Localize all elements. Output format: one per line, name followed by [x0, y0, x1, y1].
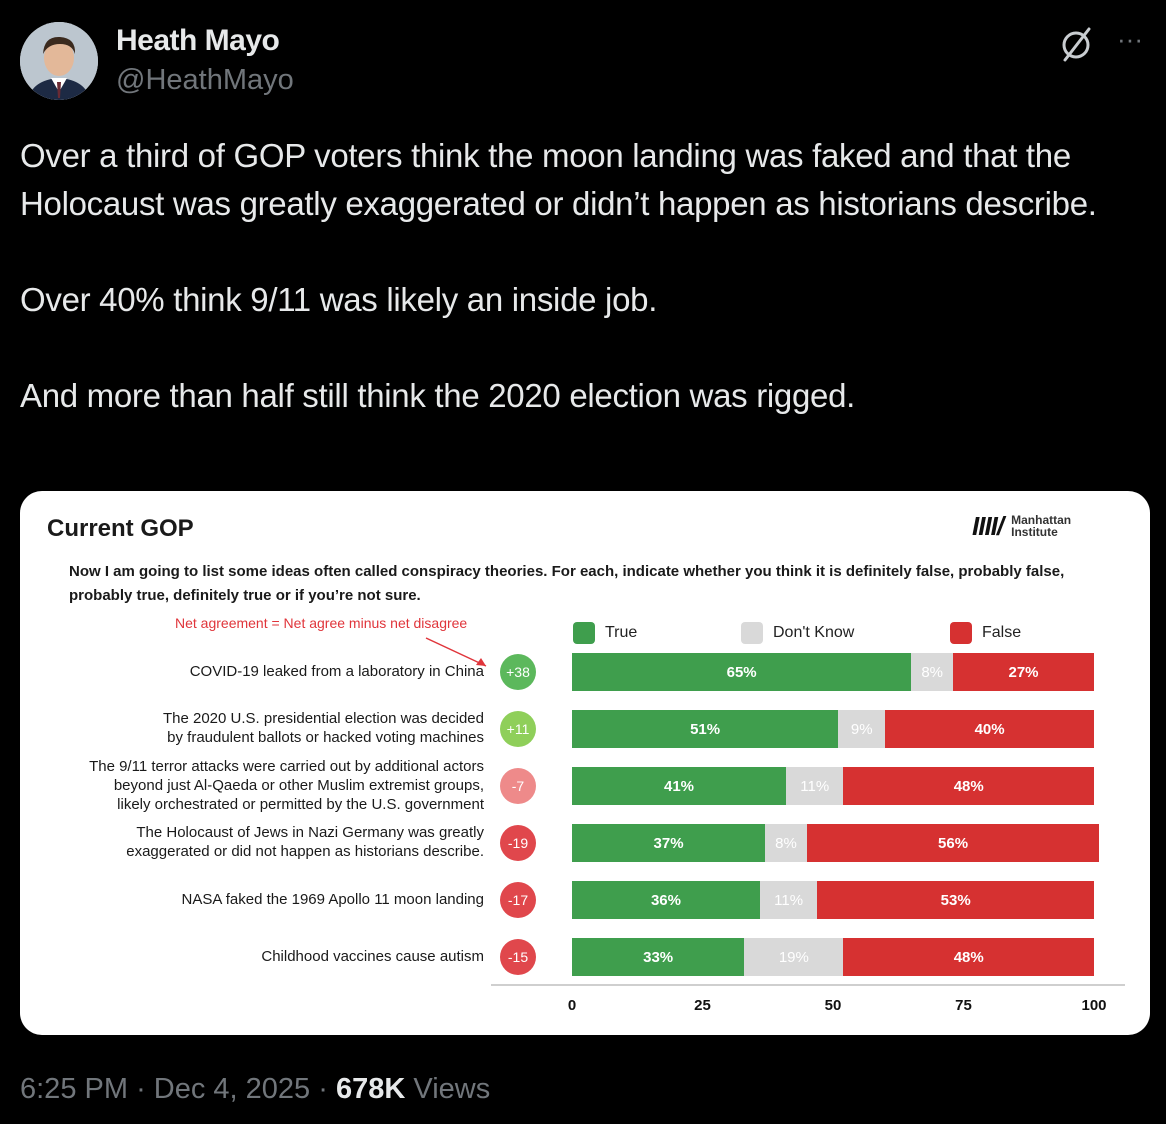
legend-dont-know: Don't Know	[741, 622, 854, 644]
grok-icon[interactable]	[1056, 24, 1096, 64]
row-label-line: likely orchestrated or permitted by the …	[117, 795, 484, 813]
bar-true: 36%	[572, 881, 760, 919]
chart-title: Current GOP	[47, 515, 194, 542]
row-label-line: beyond just Al-Qaeda or other Muslim ext…	[113, 776, 484, 794]
author-name[interactable]: Heath Mayo	[116, 24, 280, 57]
bar-don-t-know: 19%	[744, 938, 844, 976]
bar-don-t-know: 8%	[911, 653, 954, 691]
tweet-meta: 6:25 PM · Dec 4, 2025 · 678K Views	[20, 1073, 490, 1106]
bar-false: 40%	[885, 710, 1094, 748]
row-label-line: Childhood vaccines cause autism	[261, 947, 484, 965]
tweet-paragraph: Over a third of GOP voters think the moo…	[20, 137, 1097, 222]
separator: ·	[136, 1073, 146, 1105]
note-arrow-icon	[425, 637, 487, 667]
x-axis-line	[491, 984, 1125, 986]
row-label-line: by fraudulent ballots or hacked voting m…	[167, 729, 484, 746]
views-label[interactable]: Views	[413, 1073, 491, 1105]
row-label: The Holocaust of Jews in Nazi Germany wa…	[126, 823, 484, 861]
legend-false: False	[950, 622, 1021, 644]
bar-don-t-know: 11%	[759, 881, 818, 919]
bar-don-t-know: 8%	[765, 824, 807, 862]
legend-true: True	[573, 622, 637, 644]
tweet-paragraph: And more than half still think the 2020 …	[20, 377, 856, 414]
net-agreement-note: Net agreement = Net agree minus net disa…	[175, 615, 468, 631]
avatar[interactable]	[20, 22, 98, 100]
mi-logo-icon: IIII/	[972, 510, 1004, 541]
row-label-line: exaggerated or did not happen as histori…	[126, 843, 484, 860]
row-label: The 9/11 terror attacks were carried out…	[89, 757, 484, 814]
row-label: Childhood vaccines cause autism	[261, 947, 484, 966]
x-tick-label: 25	[694, 997, 711, 1014]
bar-false: 53%	[817, 881, 1094, 919]
net-agreement-badge: -15	[500, 939, 536, 975]
row-label-line: NASA faked the 1969 Apollo 11 moon landi…	[181, 890, 484, 908]
net-agreement-badge: -17	[500, 882, 536, 918]
row-label: COVID-19 leaked from a laboratory in Chi…	[190, 662, 484, 681]
views-count[interactable]: 678K	[335, 1073, 406, 1105]
row-label-line: COVID-19 leaked from a laboratory in Chi…	[189, 662, 484, 680]
bar-true: 37%	[572, 824, 766, 862]
bar-false: 48%	[843, 767, 1094, 805]
bar-don-t-know: 11%	[786, 767, 844, 805]
bar-don-t-know: 9%	[838, 710, 886, 748]
bar-true: 41%	[572, 767, 787, 805]
x-tick-label: 100	[1081, 997, 1107, 1014]
row-label-line: The Holocaust of Jews in Nazi Germany wa…	[136, 824, 484, 841]
legend-swatch-dont-know	[741, 622, 763, 644]
bar-true: 65%	[572, 653, 912, 691]
x-tick-label: 75	[955, 997, 972, 1014]
legend-label: True	[605, 624, 638, 641]
tweet-time[interactable]: 6:25 PM	[20, 1073, 128, 1105]
legend-swatch-false	[950, 622, 972, 644]
net-agreement-badge: -7	[500, 768, 536, 804]
net-agreement-badge: +38	[500, 654, 536, 690]
legend-label: False	[982, 624, 1022, 641]
logo-text-line2: Institute	[1011, 525, 1058, 539]
bar-false: 56%	[806, 824, 1100, 862]
bar-false: 27%	[953, 653, 1094, 691]
bar-false: 48%	[843, 938, 1094, 976]
bar-true: 51%	[572, 710, 839, 748]
row-label-line: The 2020 U.S. presidential election was …	[162, 710, 484, 727]
more-options-icon[interactable]: ···	[1117, 24, 1143, 54]
x-tick-label: 0	[567, 997, 577, 1014]
row-label-line: The 9/11 terror attacks were carried out…	[89, 757, 484, 775]
manhattan-institute-logo: IIII/ Manhattan Institute	[972, 511, 1071, 541]
x-tick-label: 50	[824, 997, 842, 1014]
logo-text-line1: Manhattan	[1011, 513, 1072, 527]
tweet-date[interactable]: Dec 4, 2025	[153, 1073, 311, 1105]
row-label: The 2020 U.S. presidential election was …	[163, 709, 484, 747]
separator: ·	[318, 1073, 328, 1105]
tweet-text: Over a third of GOP voters think the moo…	[20, 132, 1140, 420]
row-label: NASA faked the 1969 Apollo 11 moon landi…	[182, 890, 484, 909]
legend-label: Don't Know	[773, 624, 855, 641]
tweet-paragraph: Over 40% think 9/11 was likely an inside…	[20, 281, 658, 318]
bar-true: 33%	[572, 938, 745, 976]
survey-question: Now I am going to list some ideas often …	[69, 563, 1065, 604]
net-agreement-badge: +11	[500, 711, 536, 747]
legend-swatch-true	[573, 622, 595, 644]
net-agreement-badge: -19	[500, 825, 536, 861]
chart-image[interactable]: Current GOP IIII/ Manhattan Institute No…	[20, 491, 1150, 1035]
author-handle[interactable]: @HeathMayo	[116, 64, 294, 96]
